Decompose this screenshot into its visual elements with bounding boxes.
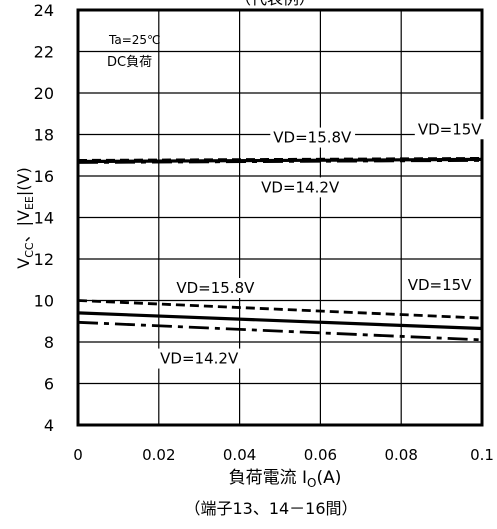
- annotation-label: VD=15V: [418, 120, 482, 138]
- y-tick-label: 18: [34, 126, 54, 145]
- annotation: VD=15.8V: [173, 278, 259, 299]
- y-axis-label-ee: EE: [23, 196, 36, 210]
- y-tick-label: 24: [34, 1, 54, 20]
- annotations: VD=15.8V VD=15V VD=14.2V VD=15.8V VD=15V VD=1…: [157, 119, 486, 369]
- annotation: VD=14.2V: [157, 348, 242, 369]
- y-tick-label: 4: [44, 416, 54, 435]
- annotation-label: VD=15.8V: [273, 129, 352, 147]
- annotation-background: [157, 348, 242, 369]
- annotation-label: VD=14.2V: [261, 178, 340, 196]
- y-tick-label: 20: [34, 84, 54, 103]
- y-tick-label: 8: [44, 333, 54, 352]
- x-axis-label: 負荷電流 IO(A): [229, 468, 342, 490]
- annotation: VD=15.8V: [270, 127, 356, 148]
- annotation-background: [270, 127, 356, 148]
- condition-line: DC負荷: [107, 55, 152, 70]
- x-axis-label-unit: (A): [316, 468, 341, 488]
- x-axis-label-sub: O: [307, 476, 316, 490]
- grid: [77, 9, 483, 426]
- x-axis-label-main: 負荷電流 I: [229, 468, 307, 488]
- condition-box: Ta=25℃ DC負荷: [107, 33, 161, 70]
- series-line: [77, 299, 483, 320]
- annotation-background: [414, 119, 486, 140]
- x-tick-label: 0.02: [142, 446, 175, 464]
- y-axis-label-sep: 、|V: [14, 210, 33, 242]
- x-tick-label: 0.04: [223, 446, 256, 464]
- series-line: [77, 159, 483, 164]
- annotation: VD=15V: [414, 119, 486, 140]
- annotation-background: [173, 278, 259, 299]
- x-axis-note: （端子13、14－16間）: [184, 499, 357, 518]
- y-axis-label-main: V: [14, 258, 33, 269]
- plot-frame: [76, 8, 484, 427]
- condition-line: Ta=25℃: [108, 33, 161, 47]
- y-tick-label: 22: [34, 43, 54, 62]
- x-tick-label: 0.06: [304, 446, 337, 464]
- y-axis-label-unit: |(V): [14, 167, 33, 196]
- y-tick-labels: 4 6 8 10 12 14 16 18 20 22 24: [34, 1, 54, 435]
- y-tick-label: 6: [44, 375, 54, 394]
- x-tick-label: 0: [73, 446, 83, 464]
- x-tick-label: 0.08: [384, 446, 417, 464]
- annotation-background: [258, 177, 343, 198]
- y-tick-label: 14: [34, 209, 54, 228]
- y-tick-label: 16: [34, 167, 54, 186]
- series-line: [77, 311, 483, 331]
- y-axis-label: VCC、|VEE|(V): [14, 167, 36, 268]
- annotation-background: [404, 274, 476, 295]
- y-tick-label: 12: [34, 250, 54, 269]
- annotation-label: VD=15.8V: [176, 279, 255, 297]
- annotation: VD=14.2V: [258, 177, 343, 198]
- annotation: VD=15V: [404, 274, 476, 295]
- annotation-label: VD=14.2V: [160, 350, 239, 368]
- y-tick-label: 10: [34, 292, 54, 311]
- annotation-label: VD=15V: [408, 276, 472, 294]
- x-tick-labels: 0 0.02 0.04 0.06 0.08 0.1: [73, 446, 494, 464]
- x-tick-label: 0.1: [470, 446, 494, 464]
- chart-title: （代表例）: [235, 0, 315, 8]
- y-axis-label-cc: CC: [23, 242, 36, 258]
- plot-series: [77, 157, 483, 342]
- series-line: [77, 320, 483, 342]
